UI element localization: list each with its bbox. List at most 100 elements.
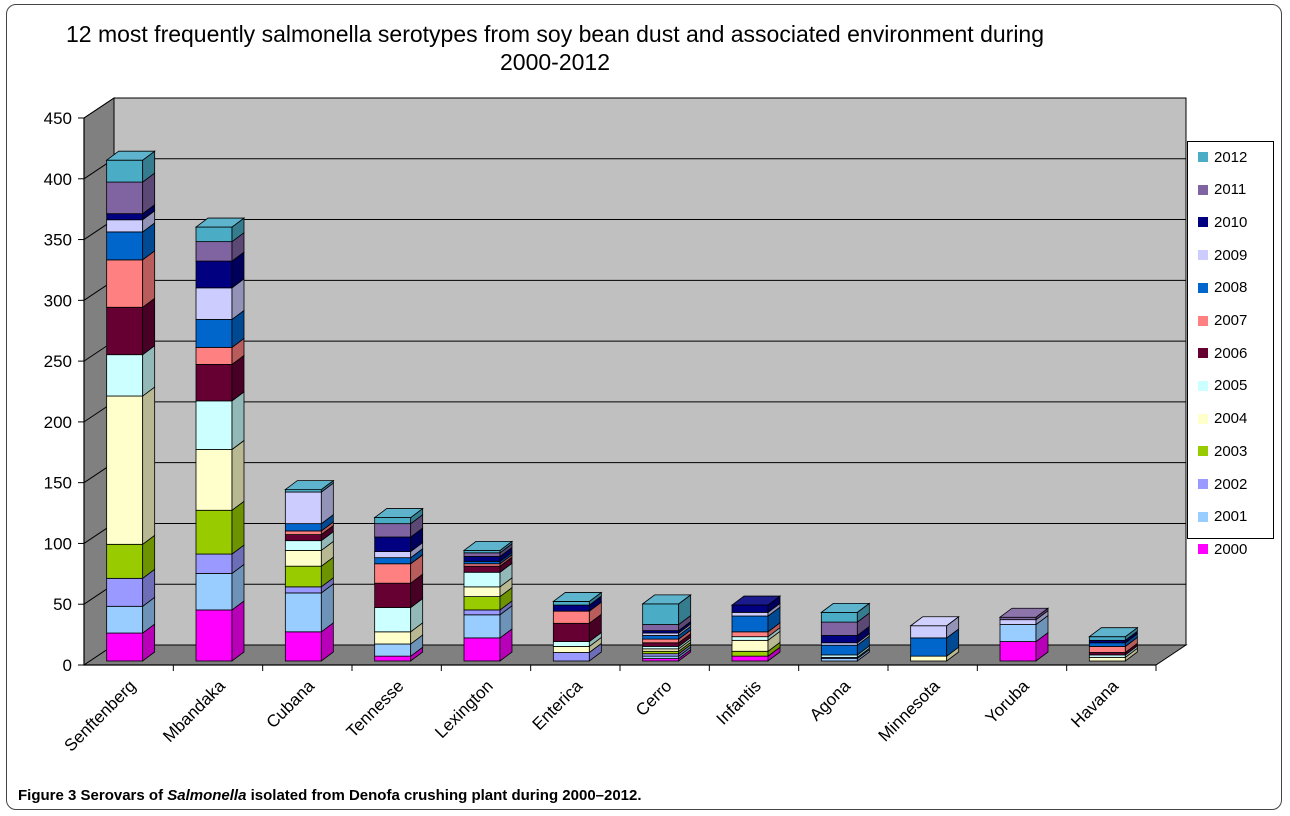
- x-tick-label: Cerro: [632, 676, 675, 719]
- legend-swatch: [1198, 348, 1208, 359]
- legend-label: 2002: [1214, 475, 1248, 493]
- bar-segment: [374, 643, 412, 657]
- bar-segment: [195, 260, 233, 289]
- bar-segment: [731, 615, 769, 633]
- bar-segment: [195, 400, 233, 450]
- bar-top: [105, 150, 156, 161]
- legend-item: 2008: [1198, 279, 1247, 297]
- bar-segment: [284, 586, 322, 594]
- bar-segment: [552, 604, 590, 612]
- caption-italic: Salmonella: [167, 787, 247, 804]
- bar-segment: [1088, 636, 1126, 641]
- bar-top: [1088, 627, 1139, 638]
- bar-segment: [195, 287, 233, 320]
- x-tick-label: Senftenberg: [61, 676, 140, 755]
- bar-segment: [195, 553, 233, 574]
- bar-segment-side: [231, 439, 245, 512]
- bar-segment-side: [142, 297, 156, 356]
- bar-segment: [374, 582, 412, 608]
- bar-segment: [552, 652, 590, 662]
- legend-item: 2009: [1198, 246, 1247, 264]
- bar-segment: [195, 226, 233, 243]
- bar-segment: [195, 346, 233, 365]
- legend-label: 2010: [1214, 213, 1248, 231]
- legend-item: 2004: [1198, 410, 1247, 428]
- legend-swatch: [1198, 282, 1208, 293]
- bar-segment: [284, 540, 322, 551]
- legend-label: 2001: [1214, 508, 1248, 526]
- bar-segment: [195, 573, 233, 611]
- bar-segment: [642, 603, 680, 625]
- y-tick-label: 50: [53, 595, 72, 614]
- bar-segment: [463, 596, 501, 611]
- bar-segment: [910, 655, 948, 662]
- legend-item: 2011: [1198, 181, 1246, 199]
- bar-segment: [106, 259, 144, 308]
- chart-title: 12 most frequently salmonella serotypes …: [65, 21, 1045, 75]
- bar-segment: [552, 610, 590, 624]
- bar-segment: [284, 631, 322, 662]
- bar-segment: [731, 650, 769, 657]
- x-tick-label: Enterica: [529, 676, 587, 734]
- bar-segment: [642, 638, 680, 644]
- bar-segment: [106, 213, 144, 221]
- bar-segment: [106, 219, 144, 233]
- legend-label: 2005: [1214, 377, 1248, 395]
- bar-segment: [552, 601, 590, 606]
- x-tick-label: Havana: [1067, 676, 1122, 731]
- bar-segment: [463, 614, 501, 639]
- bar-segment: [195, 509, 233, 555]
- bar-segment: [374, 551, 412, 559]
- y-tick-label: 400: [44, 170, 72, 189]
- legend-swatch: [1198, 217, 1208, 228]
- x-tick-label: Minnesota: [875, 676, 944, 745]
- legend-label: 2000: [1214, 540, 1248, 558]
- bar-segment: [731, 636, 769, 641]
- legend-swatch: [1198, 544, 1208, 555]
- x-tick-label: Tennesse: [343, 676, 408, 741]
- legend-swatch: [1198, 315, 1208, 326]
- bar-segment: [374, 607, 412, 633]
- bar-segment: [910, 625, 948, 639]
- legend-swatch: [1198, 250, 1208, 261]
- bar-segment: [999, 624, 1037, 642]
- legend-item: 2002: [1198, 475, 1247, 493]
- bar-top: [820, 602, 871, 613]
- figure-caption: Figure 3 Serovars of Salmonella isolated…: [18, 787, 642, 804]
- bar-segment: [731, 604, 769, 613]
- bar-segment: [106, 354, 144, 397]
- bar-top: [909, 616, 960, 627]
- legend-label: 2008: [1214, 279, 1248, 297]
- bar-segment: [374, 517, 412, 525]
- y-tick-label: 350: [44, 231, 72, 250]
- legend-label: 2006: [1214, 344, 1248, 362]
- bar-top: [998, 607, 1050, 618]
- bar-segment: [374, 536, 412, 552]
- bar-segment: [284, 592, 322, 633]
- bar-segment: [284, 491, 322, 525]
- bar-top: [552, 592, 603, 602]
- x-tick-label: Cubana: [263, 676, 319, 732]
- bar-segment: [463, 565, 501, 573]
- legend-item: 2003: [1198, 442, 1247, 460]
- bar-segment: [195, 609, 233, 662]
- legend-swatch: [1198, 152, 1208, 162]
- back-wall: [113, 97, 1187, 646]
- bar-top: [730, 595, 782, 606]
- legend-swatch: [1198, 380, 1208, 391]
- legend-item: 2000: [1198, 540, 1247, 558]
- bar-segment: [999, 619, 1037, 625]
- y-tick-label: 200: [44, 413, 72, 432]
- bar-segment: [106, 632, 144, 662]
- bar-segment: [463, 571, 501, 588]
- bar-top: [373, 508, 424, 518]
- caption-text-after: isolated from Denofa crushing plant duri…: [246, 787, 642, 804]
- legend-label: 2011: [1214, 181, 1247, 199]
- caption-label: Figure 3: [18, 787, 77, 804]
- bar-segment: [374, 523, 412, 538]
- bar-segment: [374, 557, 412, 565]
- y-tick-label: 300: [44, 291, 72, 310]
- bar-segment: [106, 159, 144, 183]
- bar-segment: [284, 549, 322, 567]
